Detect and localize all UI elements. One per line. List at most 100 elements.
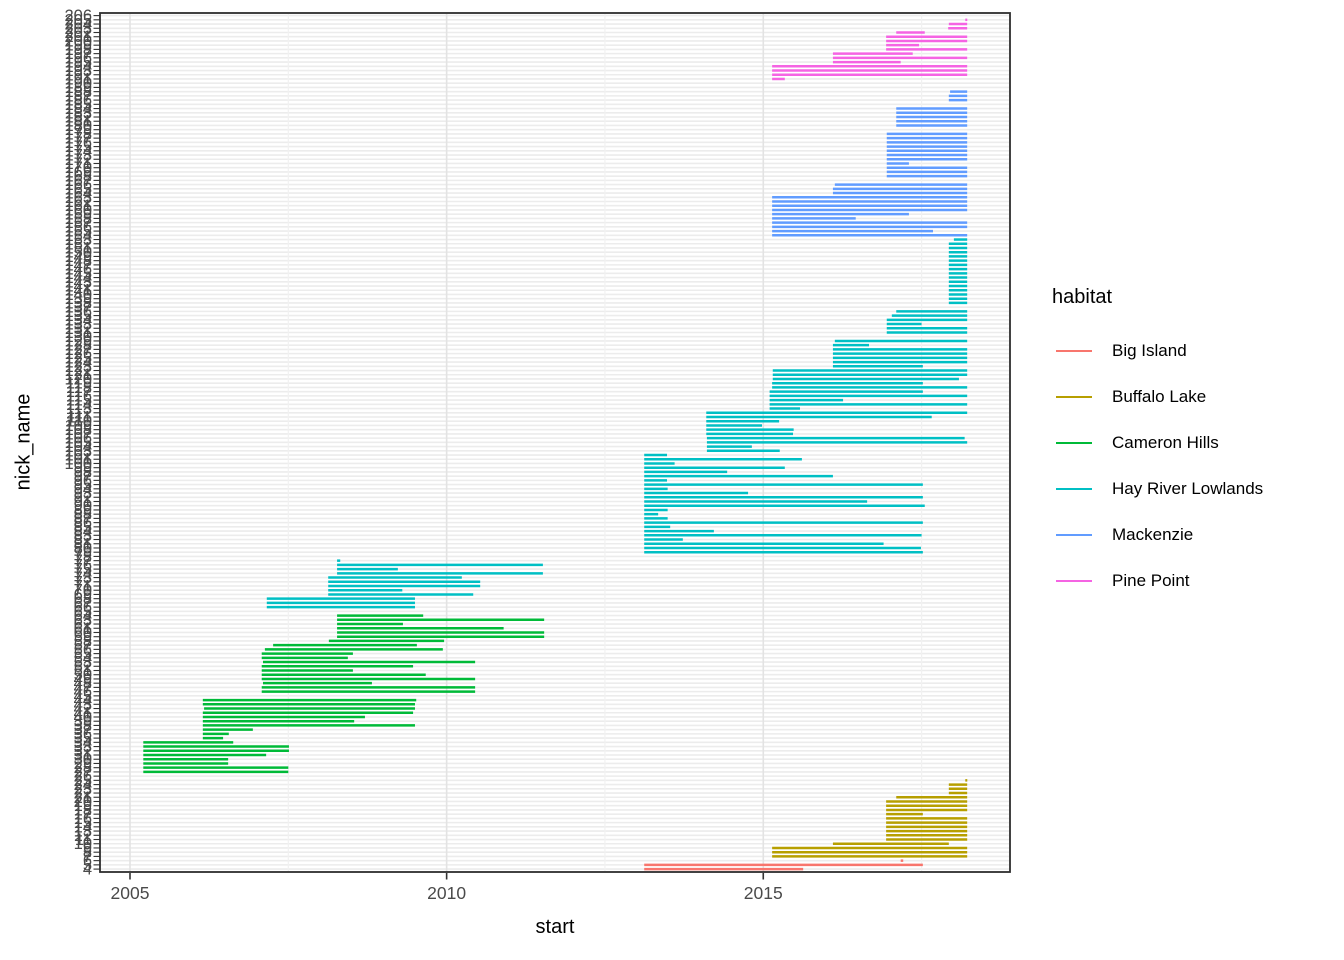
y-tick-label: 116 [66, 387, 92, 405]
y-tick-label: 72 [74, 573, 92, 591]
legend-key-line-icon [1056, 487, 1092, 491]
y-tick-label: 15 [74, 814, 92, 832]
y-tick-label: 191 [64, 70, 92, 88]
y-tick-label: 188 [64, 83, 92, 101]
y-tick-label: 90 [74, 497, 92, 515]
y-tick-label: 201 [64, 28, 92, 46]
y-tick-label: 163 [64, 189, 92, 207]
y-tick-label: 118 [66, 379, 92, 397]
y-tick-label: 49 [74, 670, 92, 688]
y-tick-label: 125 [64, 349, 92, 367]
y-tick-label: 106 [64, 430, 92, 448]
y-tick-label: 93 [74, 485, 92, 503]
y-tick-label: 138 [64, 294, 92, 312]
y-tick-label: 165 [64, 180, 92, 198]
y-tick-label: 59 [74, 628, 92, 646]
y-tick-label: 156 [64, 218, 92, 236]
y-tick-label: 66 [74, 599, 92, 617]
y-tick-label: 31 [74, 747, 92, 765]
y-tick-label: 29 [74, 755, 92, 773]
y-tick-label: 6 [83, 852, 92, 870]
y-tick-label: 102 [64, 447, 92, 465]
y-tick-label: 148 [64, 252, 92, 270]
y-tick-label: 80 [74, 539, 92, 557]
y-tick-label: 162 [64, 193, 92, 211]
legend-entries: Big Island Buffalo Lake Cameron Hills Hay R… [1050, 328, 1263, 604]
y-tick-label: 103 [64, 442, 92, 460]
y-tick-label: 12 [74, 827, 92, 845]
y-tick-label: 70 [74, 582, 92, 600]
y-tick-label: 183 [64, 104, 92, 122]
y-tick-label: 44 [74, 692, 92, 710]
legend-key [1056, 343, 1092, 360]
x-axis-ticks [129, 873, 765, 880]
y-tick-label: 56 [74, 641, 92, 659]
legend-entry: Big Island [1050, 328, 1263, 374]
y-tick-label: 75 [74, 561, 92, 579]
y-tick-label: 134 [64, 311, 92, 329]
y-tick-label: 141 [64, 282, 92, 300]
y-tick-label: 71 [74, 578, 92, 596]
y-tick-label: 77 [74, 552, 92, 570]
y-tick-label: 21 [74, 789, 92, 807]
y-tick-label: 46 [74, 683, 92, 701]
y-tick-label: 155 [64, 223, 92, 241]
y-tick-label: 159 [64, 206, 92, 224]
y-tick-label: 160 [64, 201, 92, 219]
y-tick-label: 127 [64, 341, 92, 359]
y-tick-label: 98 [74, 463, 92, 481]
y-tick-label: 122 [64, 362, 92, 380]
legend-label: Buffalo Lake [1112, 387, 1207, 406]
y-tick-label: 179 [64, 121, 92, 139]
y-tick-label: 32 [74, 742, 92, 760]
y-tick-label: 64 [74, 607, 92, 625]
y-tick-label: 9 [83, 839, 92, 857]
y-tick-label: 194 [64, 58, 92, 76]
y-tick-label: 100 [64, 455, 92, 473]
y-tick-label: 95 [74, 476, 92, 494]
y-tick-label: 65 [74, 603, 92, 621]
y-tick-label: 62 [74, 616, 92, 634]
y-tick-label: 151 [64, 239, 92, 257]
y-tick-label: 185 [64, 96, 92, 114]
y-tick-label: 149 [64, 248, 92, 266]
legend-label: Hay River Lowlands [1112, 479, 1264, 498]
legend-label: Cameron Hills [1112, 433, 1219, 452]
y-tick-label: 147 [64, 256, 92, 274]
y-tick-label: 55 [74, 645, 92, 663]
panel-border [99, 12, 1011, 873]
y-tick-label: 111 [67, 408, 92, 426]
y-tick-label: 78 [74, 548, 92, 566]
legend-label: Pine Point [1112, 571, 1190, 590]
y-tick-label: 73 [74, 569, 92, 587]
y-tick-label: 120 [64, 370, 92, 388]
y-tick-label: 42 [74, 700, 92, 718]
y-tick-label: 131 [64, 324, 92, 342]
y-tick-label: 18 [74, 801, 92, 819]
series-pine-point [772, 18, 968, 81]
y-tick-label: 166 [64, 176, 92, 194]
legend-key-line-icon [1056, 533, 1092, 537]
y-tick-label: 178 [64, 125, 92, 143]
y-tick-label: 204 [64, 16, 92, 34]
y-tick-label: 177 [64, 130, 92, 148]
y-tick-label: 74 [74, 565, 92, 583]
legend-entry: Pine Point [1050, 558, 1263, 604]
y-tick-label: 143 [64, 273, 92, 291]
y-tick-label: 26 [74, 768, 92, 786]
y-tick-label: 114 [66, 396, 92, 414]
legend-entry: Buffalo Lake [1050, 374, 1263, 420]
x-axis-title: start [535, 916, 575, 938]
y-tick-label: 107 [64, 425, 92, 443]
y-tick-label: 137 [64, 299, 92, 317]
y-tick-label: 152 [64, 235, 92, 253]
y-tick-label: 43 [74, 696, 92, 714]
y-tick-label: 115 [66, 392, 92, 410]
x-tick-label: 2015 [744, 883, 783, 903]
y-tick-label: 53 [74, 654, 92, 672]
y-tick-label: 96 [74, 472, 92, 490]
y-tick-label: 168 [64, 168, 92, 186]
y-tick-label: 36 [74, 725, 92, 743]
